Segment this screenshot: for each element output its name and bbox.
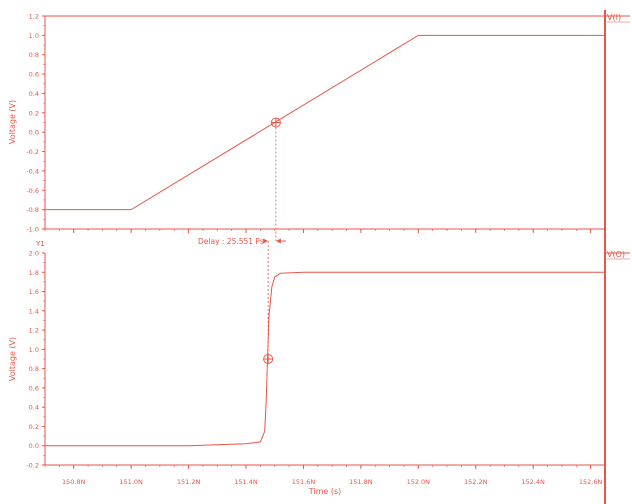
y-tick-label: 0.2: [29, 109, 39, 117]
x-tick-label: 151.0N: [119, 478, 143, 486]
bottom-y-top-label: Y1: [35, 240, 45, 248]
x-tick-label: 151.6N: [292, 478, 316, 486]
y-tick-label: 0.6: [29, 71, 39, 79]
series-v-o-line: [45, 271, 605, 447]
top-panel: 1.2 1.0 0.8 0.6 0.4 0.2 0.0 -0.2 -0.4 -0.6 -0.8 -1.…: [8, 13, 606, 234]
y-tick-label: 1.6: [29, 288, 39, 296]
y-tick-label: 0.8: [29, 51, 39, 59]
y-tick-label: 0.0: [29, 129, 39, 137]
y-tick-label: -0.6: [26, 187, 39, 195]
y-tick-label: 0.4: [29, 404, 39, 412]
legend-top: V(I): [605, 13, 630, 23]
crosshair-marker-icon: [270, 117, 281, 128]
y-tick-label: -1.0: [26, 226, 39, 234]
y-tick-label: -0.2: [26, 462, 39, 470]
legend-bottom-label: V(O): [607, 250, 625, 259]
x-tick-label: 152.4N: [521, 478, 545, 486]
delay-arrow-icon: [263, 238, 269, 244]
y-tick-label: 1.8: [29, 269, 39, 277]
delay-measurement: Delay : 25.551 Ps: [198, 127, 286, 354]
bottom-x-ticks: 150.8N 151.0N 151.2N 151.4N 151.6N 151.8N 152.…: [44, 465, 606, 486]
x-tick-label: 152.2N: [464, 478, 488, 486]
x-tick-label: 151.2N: [177, 478, 201, 486]
bottom-y-ticks: 2.0 1.8 1.6 1.4 1.2 1.0 0.8 0.6 0.4 0.2 0.0 -0.2: [26, 250, 45, 470]
series-v-i-line: [45, 34, 605, 211]
top-ylabel: Voltage (V): [8, 100, 17, 144]
top-x-ticks: [44, 229, 606, 233]
y-tick-label: 1.0: [29, 346, 39, 354]
y-tick-label: 1.0: [29, 32, 39, 40]
y-tick-label: 0.6: [29, 384, 39, 392]
x-axis-label: Time (s): [308, 487, 342, 496]
top-y-ticks: 1.2 1.0 0.8 0.6 0.4 0.2 0.0 -0.2 -0.4 -0.6 -0.8 -1.…: [26, 13, 45, 234]
x-tick-label: 152.6N: [579, 478, 603, 486]
x-tick-label: 150.8N: [62, 478, 86, 486]
delay-label: Delay : 25.551 Ps: [198, 237, 264, 246]
y-tick-label: 0.4: [29, 90, 39, 98]
y-tick-label: 0.8: [29, 365, 39, 373]
y-tick-label: -0.4: [26, 167, 39, 175]
x-tick-label: 151.4N: [234, 478, 258, 486]
delay-arrow-icon: [275, 238, 281, 244]
bottom-panel: 2.0 1.8 1.6 1.4 1.2 1.0 0.8 0.6 0.4 0.2 0.0 -0.2 15…: [8, 240, 606, 496]
crosshair-marker-icon: [263, 354, 274, 364]
y-tick-label: 0.0: [29, 442, 39, 450]
legend-bottom: V(O): [605, 250, 630, 260]
y-tick-label: 2.0: [29, 250, 39, 258]
bottom-ylabel: Voltage (V): [8, 337, 17, 381]
x-tick-label: 151.8N: [349, 478, 373, 486]
legend-top-label: V(I): [607, 13, 621, 22]
y-tick-label: -0.8: [26, 206, 39, 214]
x-tick-label: 152.0N: [407, 478, 431, 486]
y-tick-label: -0.2: [26, 148, 39, 156]
y-tick-label: 0.2: [29, 423, 39, 431]
y-tick-label: 1.4: [29, 307, 39, 315]
y-tick-label: 1.2: [29, 13, 39, 21]
y-tick-label: 1.2: [29, 327, 39, 335]
